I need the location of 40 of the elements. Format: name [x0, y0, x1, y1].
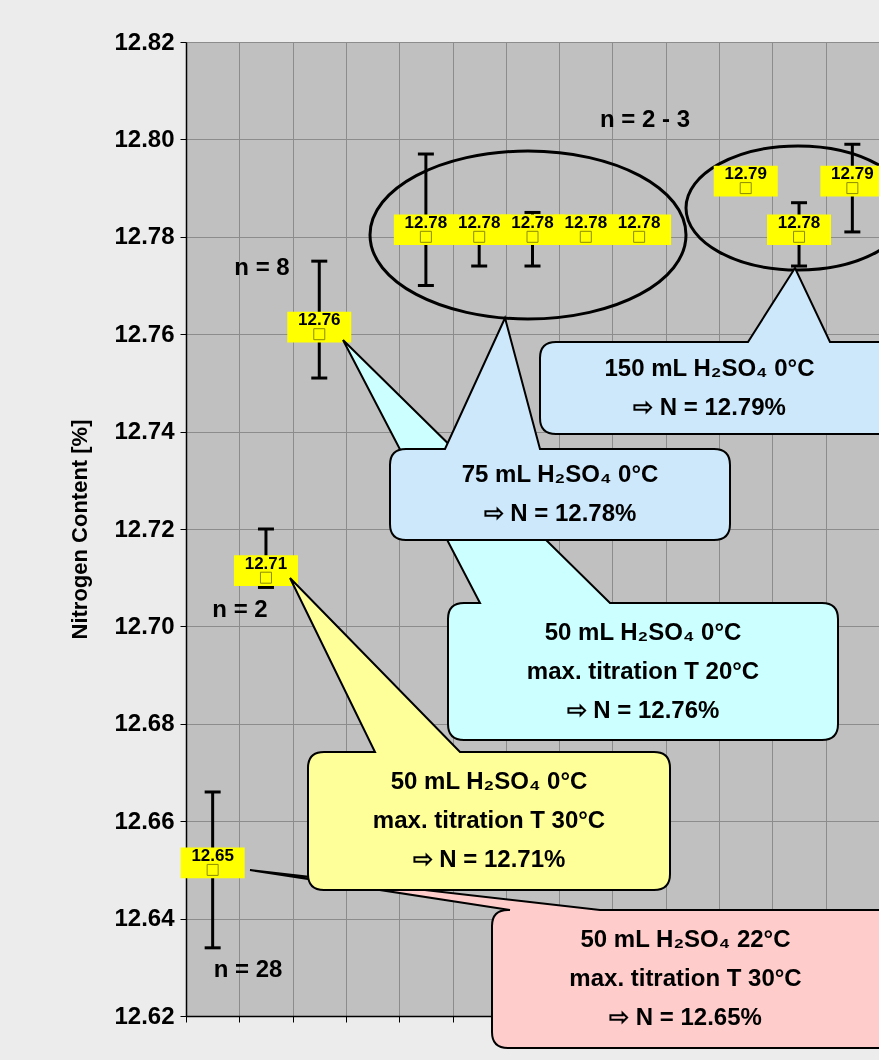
point — [313, 328, 326, 341]
point — [206, 863, 219, 876]
data-label: 12.78 — [617, 212, 661, 232]
annotation: n = 28 — [213, 955, 283, 982]
y-tick-label: 12.80 — [114, 124, 175, 152]
point — [633, 230, 646, 243]
y-tick-label: 12.74 — [114, 417, 176, 445]
data-label: 12.78 — [457, 212, 501, 232]
data-label: 12.79 — [724, 164, 767, 184]
data-label: 12.78 — [564, 212, 608, 232]
annotation: 75 mL H₂SO₄ 0°C ⇨ N = 12.78% — [461, 460, 659, 526]
data-label: 12.78 — [511, 212, 554, 232]
y-tick-label: 12.62 — [114, 1001, 175, 1029]
data-label: 12.71 — [244, 553, 288, 573]
data-label: 12.79 — [831, 164, 874, 184]
data-label: 12.78 — [404, 212, 448, 232]
data-label: 12.76 — [298, 310, 341, 330]
annotation: 50 mL H₂SO₄ 0°C max. titration T 30°C ⇨ N = 12.71% — [372, 767, 606, 872]
y-tick-label: 12.70 — [114, 611, 175, 639]
point — [739, 182, 752, 195]
annotation: 50 mL H₂SO₄ 22°C max. titration T 30°C ⇨ N = 12.65% — [569, 925, 802, 1030]
point — [793, 230, 806, 243]
annotation: n = 2 - 3 — [599, 105, 691, 132]
y-tick-label: 12.82 — [114, 27, 175, 55]
y-axis-title: Nitrogen Content [%] — [67, 419, 93, 640]
data-label: 12.65 — [191, 845, 234, 865]
annotation: 50 mL H₂SO₄ 0°C max. titration T 20°C ⇨ N = 12.76% — [526, 617, 760, 723]
y-tick-label: 12.64 — [114, 904, 176, 932]
annotation: 150 mL H₂SO₄ 0°C ⇨ N = 12.79% — [604, 353, 815, 420]
y-tick-label: 12.66 — [114, 806, 175, 834]
annotation: n = 8 — [234, 253, 290, 280]
annotation: n = 2 — [212, 595, 268, 622]
point — [419, 230, 432, 243]
y-tick-label: 12.72 — [114, 514, 175, 542]
y-tick-label: 12.78 — [114, 222, 175, 250]
point — [259, 571, 272, 584]
data-label: 12.78 — [777, 212, 821, 232]
y-tick-label: 12.68 — [114, 709, 175, 737]
y-tick-label: 12.76 — [114, 319, 175, 347]
point — [846, 182, 859, 195]
